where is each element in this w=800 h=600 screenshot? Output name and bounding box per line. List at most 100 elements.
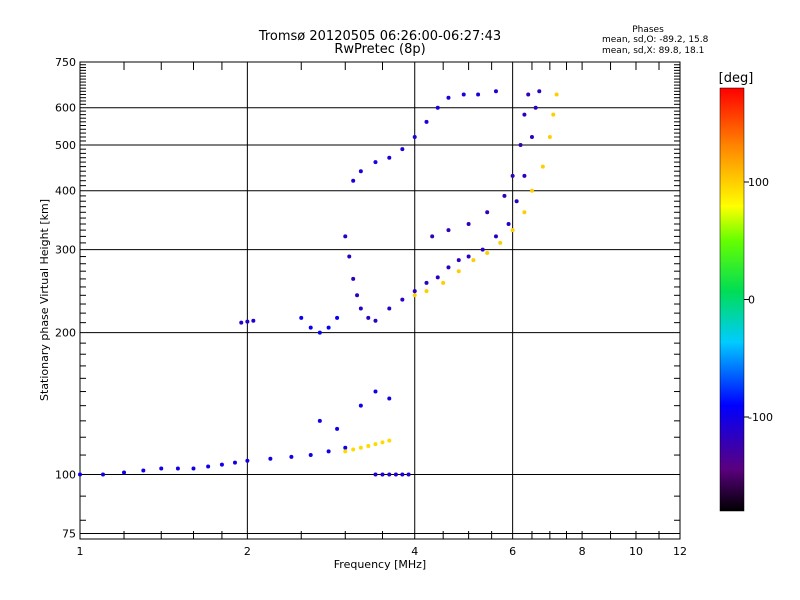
echo-point bbox=[456, 258, 461, 263]
phases-legend-line2: mean, sd,X: 89.8, 18.1 bbox=[602, 46, 704, 56]
echo-point bbox=[498, 240, 503, 245]
colorbar-label: [deg] bbox=[719, 71, 754, 86]
echo-point bbox=[191, 466, 196, 471]
echo-point bbox=[239, 320, 244, 325]
minor-ticks bbox=[80, 62, 681, 539]
x-tick-label: 1 bbox=[77, 545, 84, 558]
y-tick-label: 600 bbox=[55, 102, 76, 115]
echo-point bbox=[141, 468, 146, 473]
echo-point bbox=[380, 440, 385, 445]
echo-point bbox=[412, 289, 417, 294]
echo-point bbox=[387, 155, 392, 160]
echo-point bbox=[446, 265, 451, 270]
echo-point bbox=[232, 460, 237, 465]
echo-point bbox=[551, 112, 556, 117]
echo-point bbox=[466, 254, 471, 259]
echo-point bbox=[480, 247, 485, 252]
echo-point bbox=[406, 472, 411, 477]
echo-point bbox=[533, 105, 538, 110]
grid-lines bbox=[80, 62, 680, 539]
echo-point bbox=[522, 173, 527, 178]
echo-point bbox=[400, 297, 405, 302]
plot-frame bbox=[79, 61, 681, 540]
echo-point bbox=[476, 92, 481, 97]
y-axis-label: Stationary phase Virtual Height [km] bbox=[38, 199, 51, 401]
echo-point bbox=[493, 234, 498, 239]
y-tick-label: 75 bbox=[62, 527, 76, 540]
echo-point bbox=[373, 472, 378, 477]
echo-point bbox=[317, 418, 322, 423]
echo-point bbox=[251, 318, 256, 323]
x-tick-label: 8 bbox=[579, 545, 586, 558]
echo-point bbox=[317, 330, 322, 335]
echo-point bbox=[400, 147, 405, 152]
echo-point bbox=[358, 169, 363, 174]
echo-point bbox=[366, 443, 371, 448]
echo-point bbox=[373, 318, 378, 323]
echo-point bbox=[554, 92, 559, 97]
echo-point bbox=[219, 462, 224, 467]
echo-point bbox=[351, 276, 356, 281]
echo-point bbox=[175, 466, 180, 471]
echo-point bbox=[493, 89, 498, 94]
echo-point bbox=[424, 119, 429, 124]
x-tick-label: 10 bbox=[629, 545, 643, 558]
y-axis-ticks: 75 100 200 300 400 500 600 750 bbox=[55, 56, 76, 540]
echo-point bbox=[299, 315, 304, 320]
echo-point bbox=[485, 251, 490, 256]
echo-point bbox=[529, 134, 534, 139]
echo-point bbox=[326, 325, 331, 330]
echo-point bbox=[351, 178, 356, 183]
echo-point bbox=[373, 442, 378, 447]
chart-subtitle: RwPretec (8p) bbox=[334, 42, 425, 57]
y-tick-label: 500 bbox=[55, 139, 76, 152]
echo-point bbox=[547, 134, 552, 139]
colorbar-tick-label: 0 bbox=[748, 294, 755, 307]
echo-point bbox=[456, 269, 461, 274]
echo-point bbox=[343, 234, 348, 239]
echo-point bbox=[461, 92, 466, 97]
echo-point bbox=[373, 389, 378, 394]
echo-point bbox=[206, 464, 211, 469]
echo-point bbox=[522, 112, 527, 117]
echo-point bbox=[358, 445, 363, 450]
echo-point bbox=[159, 466, 164, 471]
echo-point bbox=[387, 438, 392, 443]
echo-point bbox=[78, 472, 82, 477]
echo-point bbox=[308, 453, 313, 458]
echo-point bbox=[335, 315, 340, 320]
echo-point bbox=[289, 454, 294, 459]
colorbar-ticks: 100 0 -100 bbox=[744, 176, 773, 424]
echo-point bbox=[268, 456, 273, 461]
echo-point bbox=[380, 472, 385, 477]
echo-point bbox=[424, 289, 429, 294]
echo-point bbox=[424, 280, 429, 285]
echo-point bbox=[466, 221, 471, 226]
phases-legend-heading: Phases bbox=[632, 25, 664, 35]
echo-point bbox=[471, 258, 476, 263]
echo-point bbox=[485, 210, 490, 215]
echo-point bbox=[529, 188, 534, 193]
x-axis-label: Frequency [MHz] bbox=[334, 558, 426, 571]
echo-point bbox=[446, 228, 451, 233]
echo-point bbox=[122, 470, 127, 475]
echo-point bbox=[343, 449, 348, 454]
echo-point bbox=[101, 472, 106, 477]
echo-point bbox=[435, 105, 440, 110]
echo-point bbox=[358, 403, 363, 408]
y-tick-label: 400 bbox=[55, 185, 76, 198]
echo-point bbox=[446, 95, 451, 100]
echo-point bbox=[366, 315, 371, 320]
x-tick-label: 4 bbox=[411, 545, 418, 558]
echo-point bbox=[245, 458, 250, 463]
echo-point bbox=[430, 234, 435, 239]
y-tick-label: 750 bbox=[55, 56, 76, 69]
echo-point bbox=[412, 293, 417, 298]
y-tick-label: 100 bbox=[55, 469, 76, 482]
echo-point bbox=[441, 280, 446, 285]
x-axis-ticks: 1 2 4 6 8 10 12 bbox=[77, 545, 688, 558]
echo-point bbox=[412, 134, 417, 139]
y-tick-label: 200 bbox=[55, 327, 76, 340]
echo-point bbox=[355, 293, 360, 298]
